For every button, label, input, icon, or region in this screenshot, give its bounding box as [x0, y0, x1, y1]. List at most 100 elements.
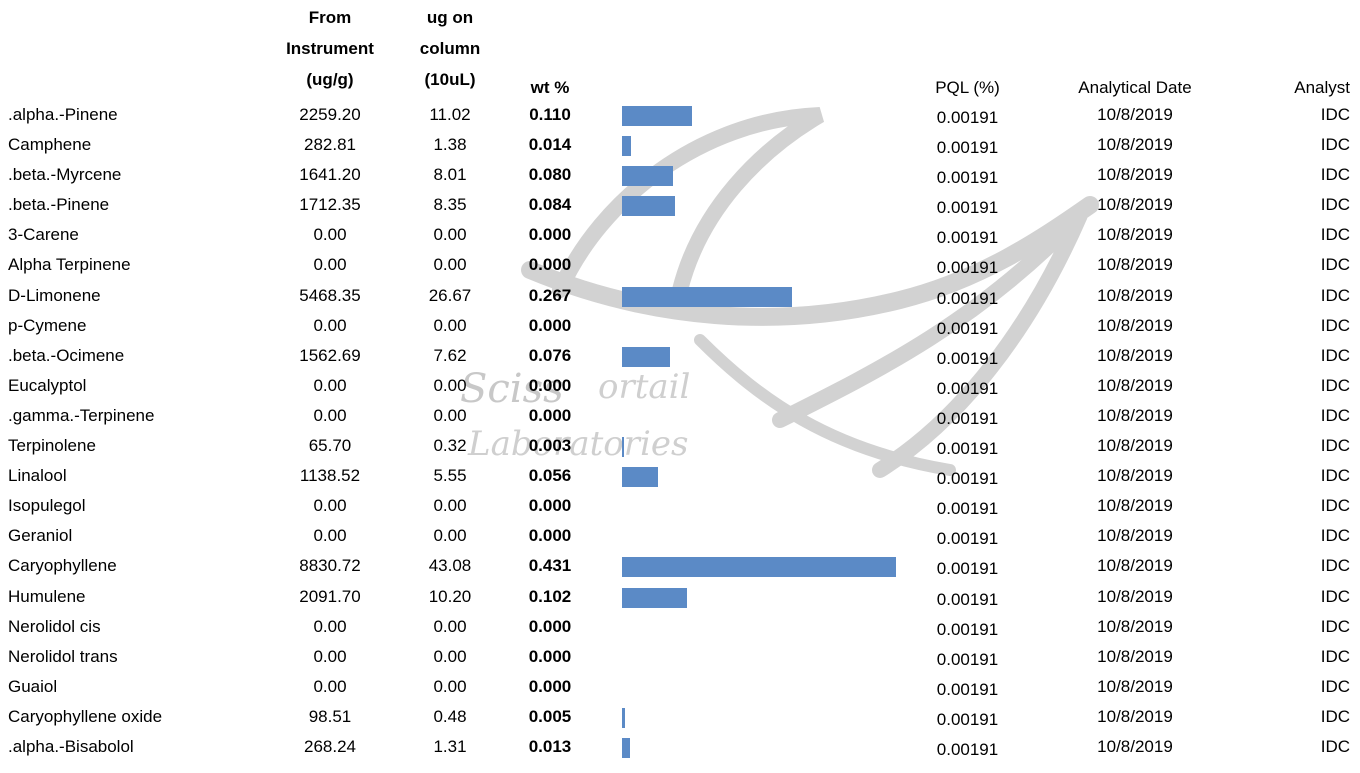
analytical-date-value: 10/8/2019 [1097, 436, 1173, 456]
ug-on-column-value: 0.00 [433, 646, 467, 666]
from-instrument-value: 1641.20 [299, 165, 361, 185]
analyst-value: IDC [1320, 285, 1350, 305]
wt-percent-value: 0.000 [528, 496, 572, 516]
ug-on-column-value: 43.08 [428, 556, 472, 576]
pql-value: 0.00191 [936, 709, 999, 729]
wt-percent-value: 0.013 [528, 736, 572, 756]
ug-on-column-value: 10.20 [428, 586, 472, 606]
ug-on-column-value: 0.32 [433, 436, 467, 456]
analytical-date-value: 10/8/2019 [1097, 225, 1173, 245]
header-ug-on-column: ug on column (10uL) [419, 8, 481, 89]
analyte-name: .alpha.-Bisabolol [8, 736, 134, 756]
analyte-name: Caryophyllene [8, 556, 117, 576]
analytical-date-value: 10/8/2019 [1097, 526, 1173, 546]
analytical-date-value: 10/8/2019 [1097, 556, 1173, 576]
analyst-value: IDC [1320, 526, 1350, 546]
ug-on-column-value: 1.31 [433, 736, 467, 756]
ug-on-column-value: 7.62 [433, 345, 467, 365]
wt-percent-bar [622, 557, 896, 578]
wt-percent-bar [622, 437, 624, 458]
analyte-name: Nerolidol cis [8, 616, 101, 636]
from-instrument-value: 0.00 [313, 225, 347, 245]
pql-value: 0.00191 [936, 469, 999, 489]
analyst-value: IDC [1320, 375, 1350, 395]
ug-on-column-value: 0.48 [433, 706, 467, 726]
analytical-date-value: 10/8/2019 [1097, 255, 1173, 275]
analyte-name: .gamma.-Terpinene [8, 405, 155, 425]
table-row: Nerolidol cis 0.00 0.00 0.000 0.00191 10/8/20… [0, 612, 1360, 642]
pql-value: 0.00191 [936, 318, 999, 338]
table-row: Isopulegol 0.00 0.00 0.000 0.00191 10/8/2019 I… [0, 491, 1360, 521]
from-instrument-value: 2259.20 [299, 105, 361, 124]
analytical-date-value: 10/8/2019 [1097, 285, 1173, 305]
analyte-name: Nerolidol trans [8, 646, 118, 666]
wt-percent-bar [622, 166, 673, 187]
from-instrument-value: 0.00 [313, 315, 347, 335]
header-analytical-date: Analytical Date [1078, 78, 1192, 97]
ug-on-column-value: 1.38 [433, 135, 467, 155]
analytical-date-value: 10/8/2019 [1097, 195, 1173, 215]
table-row: Guaiol 0.00 0.00 0.000 0.00191 10/8/2019 IDC [0, 672, 1360, 702]
wt-percent-value: 0.014 [528, 135, 572, 155]
wt-percent-value: 0.110 [529, 105, 571, 124]
ug-on-column-value: 8.35 [433, 195, 467, 215]
analyst-value: IDC [1320, 706, 1350, 726]
from-instrument-value: 0.00 [313, 405, 347, 425]
analyte-name: Eucalyptol [8, 375, 87, 395]
wt-percent-bar [622, 196, 676, 217]
table-row: .beta.-Myrcene 1641.20 8.01 0.080 0.00191 10/… [0, 160, 1360, 190]
table-row: Caryophyllene 8830.72 43.08 0.431 0.00191 10/… [0, 551, 1360, 581]
analyte-name: .alpha.-Pinene [8, 105, 118, 124]
analyte-name: Guaiol [8, 676, 58, 696]
pql-value: 0.00191 [936, 138, 999, 158]
analyte-name: Terpinolene [8, 436, 96, 456]
ug-on-column-value: 0.00 [433, 616, 467, 636]
ug-on-column-value: 0.00 [433, 375, 467, 395]
wt-percent-value: 0.000 [528, 646, 572, 666]
header-pql: PQL (%) [935, 78, 1000, 97]
analyst-value: IDC [1320, 556, 1350, 576]
analyte-name: Isopulegol [8, 496, 86, 516]
pql-value: 0.00191 [936, 619, 999, 639]
pql-value: 0.00191 [936, 739, 999, 759]
analyte-name: .beta.-Myrcene [8, 165, 122, 185]
analytical-date-value: 10/8/2019 [1097, 706, 1173, 726]
from-instrument-value: 0.00 [313, 255, 347, 275]
pql-value: 0.00191 [936, 168, 999, 188]
wt-percent-bar [622, 707, 626, 728]
pql-value: 0.00191 [936, 529, 999, 549]
analyst-value: IDC [1320, 195, 1350, 215]
pql-value: 0.00191 [936, 408, 999, 428]
wt-percent-bar [622, 737, 631, 758]
analyst-value: IDC [1320, 105, 1350, 124]
pql-value: 0.00191 [936, 559, 999, 579]
wt-percent-bar [622, 106, 692, 126]
from-instrument-value: 0.00 [313, 375, 347, 395]
analyst-value: IDC [1320, 255, 1350, 275]
ug-on-column-value: 0.00 [433, 676, 467, 696]
table-row: Nerolidol trans 0.00 0.00 0.000 0.00191 10/8/… [0, 642, 1360, 672]
pql-value: 0.00191 [936, 348, 999, 368]
analyte-name: Alpha Terpinene [8, 255, 131, 275]
pql-value: 0.00191 [936, 198, 999, 218]
analytical-date-value: 10/8/2019 [1097, 736, 1173, 756]
analytical-date-value: 10/8/2019 [1097, 496, 1173, 516]
wt-percent-value: 0.267 [528, 285, 572, 305]
table-row: p-Cymene 0.00 0.00 0.000 0.00191 10/8/2019 IDC [0, 311, 1360, 341]
analyst-value: IDC [1320, 315, 1350, 335]
table-row: .alpha.-Pinene 2259.20 11.02 0.110 0.00191 10… [0, 100, 1360, 130]
pql-value: 0.00191 [936, 108, 999, 127]
analytical-date-value: 10/8/2019 [1097, 165, 1173, 185]
pql-value: 0.00191 [936, 649, 999, 669]
analytical-date-value: 10/8/2019 [1097, 315, 1173, 335]
analyst-value: IDC [1320, 646, 1350, 666]
analyst-value: IDC [1320, 586, 1350, 606]
wt-percent-value: 0.076 [528, 345, 572, 365]
from-instrument-value: 1138.52 [299, 466, 361, 486]
table-row: Caryophyllene oxide 98.51 0.48 0.005 0.00191… [0, 702, 1360, 732]
table-row: D-Limonene 5468.35 26.67 0.267 0.00191 10/8/2… [0, 281, 1360, 311]
pql-value: 0.00191 [936, 258, 999, 278]
table-row: Geraniol 0.00 0.00 0.000 0.00191 10/8/2019 IDC [0, 521, 1360, 551]
analyst-value: IDC [1320, 616, 1350, 636]
from-instrument-value: 268.24 [304, 736, 356, 756]
